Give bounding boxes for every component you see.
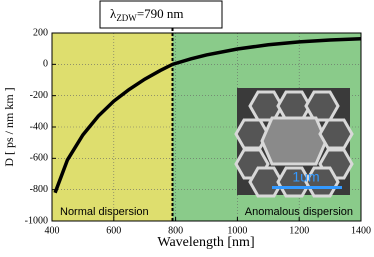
x-axis-label: Wavelength [nm]	[157, 235, 254, 250]
region-label: Anomalous dispersion	[245, 206, 353, 218]
y-tick-label: 200	[33, 27, 48, 38]
scale-bar	[272, 186, 342, 189]
x-tick-label: 1400	[351, 225, 371, 236]
plot-frame	[51, 32, 362, 222]
data-line	[53, 37, 362, 194]
zdw-prefix: λ	[110, 6, 117, 21]
x-tick-label: 800	[168, 225, 183, 236]
zdw-label: λZDW=790 nm	[110, 6, 184, 23]
y-axis-label: D [ ps / nm km ]	[2, 87, 16, 166]
region-label: Normal dispersion	[60, 206, 149, 218]
x-tick-label: 600	[106, 225, 121, 236]
x-tick-label: 1000	[227, 225, 247, 236]
zdw-subscript: ZDW	[116, 13, 137, 23]
inset-image: 1um	[234, 88, 354, 198]
y-tick-label: -800	[30, 184, 48, 195]
y-tick-label: 0	[43, 59, 48, 70]
y-tick-label: -400	[30, 121, 48, 132]
y-tick-label: -200	[30, 90, 48, 101]
zdw-box	[99, 0, 223, 29]
x-tick-label: 1200	[289, 225, 309, 236]
x-tick-label: 400	[45, 225, 60, 236]
y-tick-label: -1000	[25, 215, 48, 226]
zdw-suffix: =790 nm	[137, 6, 184, 21]
scale-label: 1um	[292, 169, 319, 185]
y-tick-label: -600	[30, 153, 48, 164]
plot: Normal dispersion Anomalous dispersion 400…	[25, 27, 371, 236]
